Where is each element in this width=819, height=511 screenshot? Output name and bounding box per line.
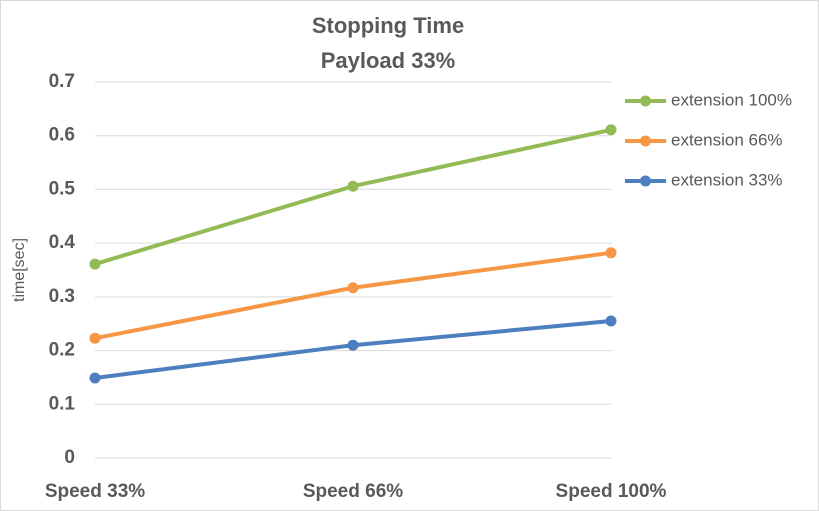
y-tick-label: 0.3 [49,286,75,307]
y-axis-label: time[sec] [11,238,28,302]
data-point [347,282,359,294]
x-tick-label: Speed 33% [45,481,145,502]
y-tick-label: 0.2 [49,340,75,361]
data-point [89,258,101,270]
y-tick-label: 0.6 [49,125,75,146]
y-tick-label: 0.1 [49,393,76,414]
legend-label: extension 33% [671,170,783,189]
legend-label: extension 66% [671,130,783,149]
x-tick-label: Speed 66% [303,481,403,502]
legend-marker [640,175,651,187]
data-point [347,339,359,351]
y-tick-label: 0.4 [49,232,76,253]
data-point [89,332,101,344]
legend-label: extension 100% [671,90,792,109]
x-tick-label: Speed 100% [556,481,667,502]
y-tick-label: 0.7 [49,71,75,92]
y-tick-label: 0.5 [49,178,76,199]
data-point [605,124,617,136]
y-tick-label: 0 [64,447,75,468]
legend-marker [640,135,651,147]
chart-title: Stopping Time [312,13,464,38]
legend-marker [640,95,651,107]
data-point [89,372,101,384]
chart-subtitle: Payload 33% [321,48,456,73]
data-point [605,315,617,327]
data-point [347,180,359,192]
data-point [605,247,617,259]
